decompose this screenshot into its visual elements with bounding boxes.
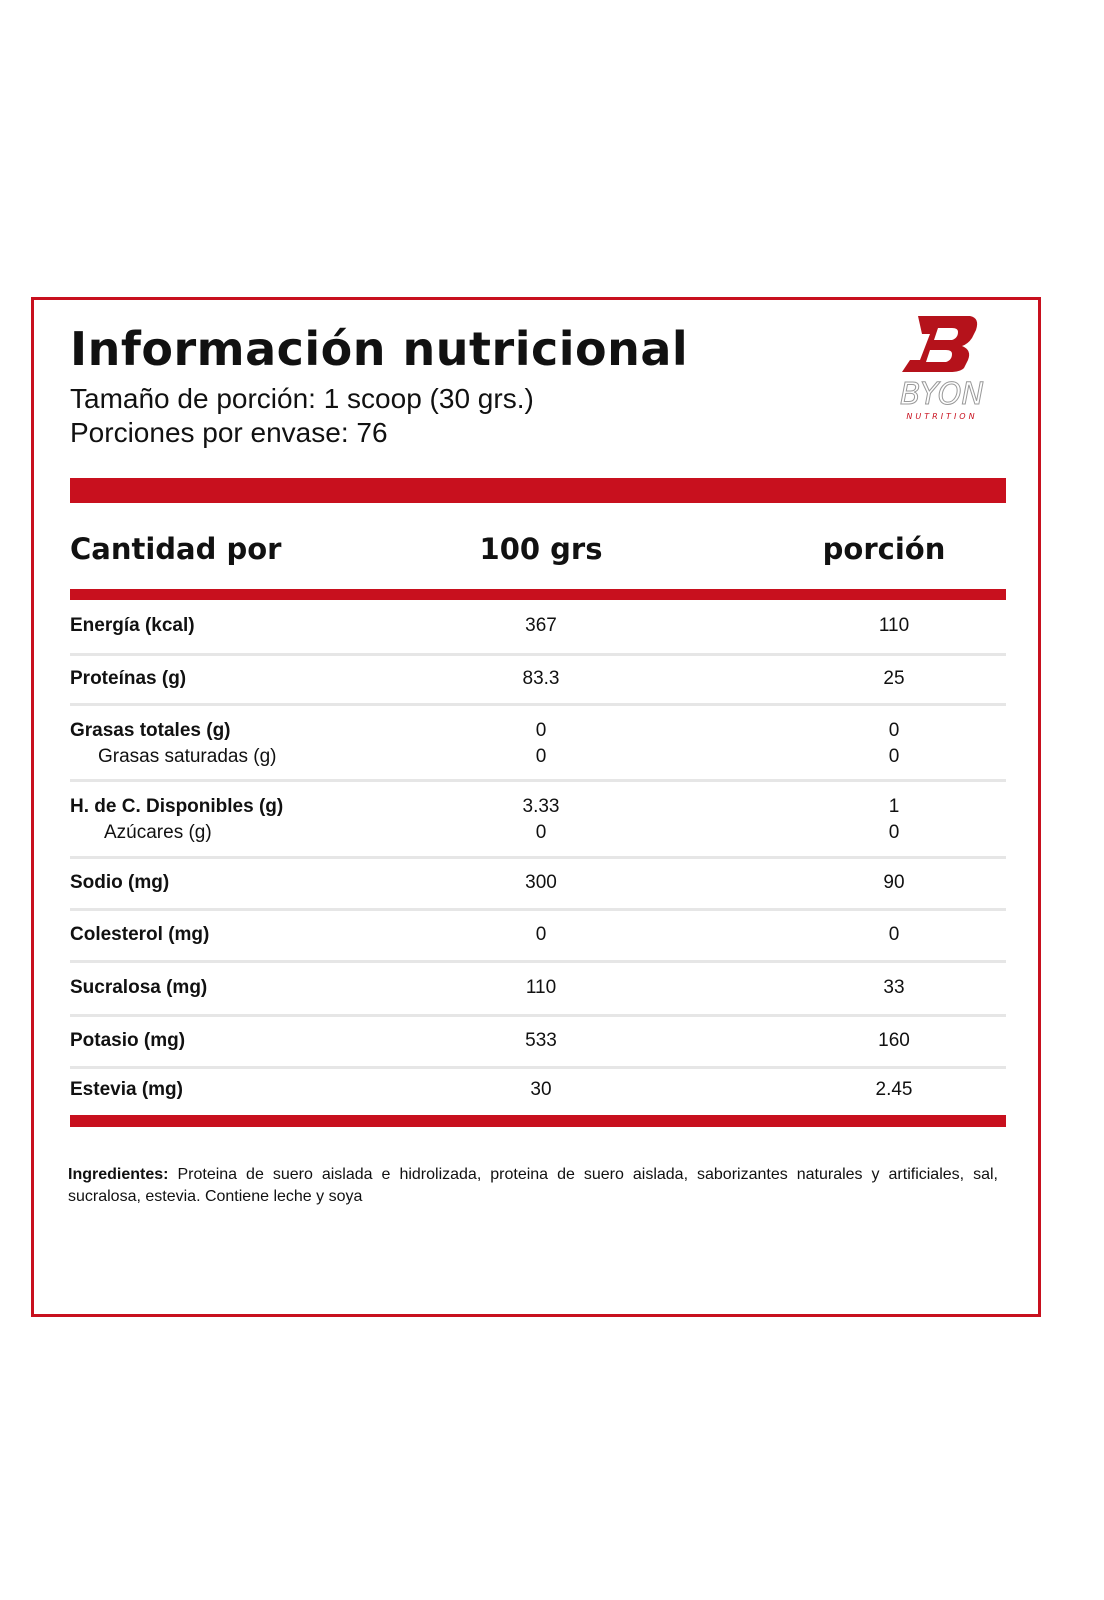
value-per-100g: 83.3 (522, 668, 560, 689)
table-row: Estevia (mg) 30 2.45 (70, 1069, 1006, 1115)
nutrient-label: Proteínas (g) (70, 668, 187, 689)
column-header-100g: 100 grs (479, 532, 603, 566)
label-frame (31, 297, 1041, 1317)
header-divider-bar (70, 589, 1006, 600)
table-row: Sucralosa (mg) 110 33 (70, 963, 1006, 1017)
value-per-portion: 0 (888, 822, 900, 843)
nutrient-label: Energía (kcal) (70, 615, 195, 636)
table-row: Grasas totales (g) 0 0 Grasas saturadas (g)… (70, 706, 1006, 782)
value-per-100g: 110 (525, 977, 557, 998)
value-per-portion: 0 (888, 720, 900, 741)
value-per-100g: 0 (535, 822, 547, 843)
value-per-100g: 300 (525, 872, 557, 893)
nutrient-label: H. de C. Disponibles (g) (70, 796, 284, 817)
value-per-portion: 25 (883, 668, 905, 689)
nutrient-label: Sucralosa (mg) (70, 977, 208, 998)
ingredients-label: Ingredientes: (68, 1166, 169, 1183)
value-per-100g: 3.33 (522, 796, 560, 817)
byon-logo: BYON NUTRITION (900, 316, 984, 421)
value-per-100g: 0 (535, 720, 547, 741)
value-per-100g: 367 (525, 615, 557, 636)
nutrition-table: Energía (kcal) 367 110 Proteínas (g) 83.3 25 G… (70, 600, 1006, 1115)
nutrient-label: Grasas totales (g) (70, 720, 231, 741)
nutrient-label: Azúcares (g) (104, 822, 212, 843)
ingredients: Ingredientes: Proteina de suero aislada … (68, 1164, 998, 1208)
table-row: Colesterol (mg) 0 0 (70, 911, 1006, 963)
value-per-100g: 0 (535, 746, 547, 767)
table-row: H. de C. Disponibles (g) 3.33 1 Azúcares (g… (70, 782, 1006, 859)
svg-text:NUTRITION: NUTRITION (906, 412, 977, 421)
top-divider-bar (70, 478, 1006, 503)
nutrient-label: Colesterol (mg) (70, 924, 210, 945)
nutrient-label: Grasas saturadas (g) (98, 746, 277, 767)
table-row: Potasio (mg) 533 160 (70, 1017, 1006, 1069)
label-title: Información nutricional (70, 322, 689, 376)
nutrient-label: Sodio (mg) (70, 872, 170, 893)
svg-text:BYON: BYON (900, 377, 984, 412)
value-per-portion: 1 (888, 796, 900, 817)
value-per-portion: 160 (878, 1030, 910, 1051)
value-per-portion: 90 (883, 872, 905, 893)
nutrient-label: Potasio (mg) (70, 1030, 186, 1051)
bottom-divider-bar (70, 1115, 1006, 1127)
value-per-portion: 33 (883, 977, 905, 998)
value-per-portion: 2.45 (875, 1079, 913, 1100)
value-per-portion: 110 (878, 615, 910, 636)
value-per-100g: 30 (530, 1079, 552, 1100)
value-per-100g: 0 (535, 924, 547, 945)
ingredients-text: Proteina de suero aislada e hidrolizada,… (68, 1166, 998, 1205)
table-row: Energía (kcal) 367 110 (70, 600, 1006, 656)
value-per-100g: 533 (525, 1030, 557, 1051)
column-header-portion: porción (822, 532, 946, 566)
column-header-amount: Cantidad por (70, 532, 282, 566)
value-per-portion: 0 (888, 746, 900, 767)
table-row: Proteínas (g) 83.3 25 (70, 656, 1006, 706)
serving-size: Tamaño de porción: 1 scoop (30 grs.) (70, 383, 534, 414)
table-row: Sodio (mg) 300 90 (70, 859, 1006, 911)
nutrient-label: Estevia (mg) (70, 1079, 183, 1100)
value-per-portion: 0 (888, 924, 900, 945)
servings-per-container: Porciones por envase: 76 (70, 417, 388, 448)
